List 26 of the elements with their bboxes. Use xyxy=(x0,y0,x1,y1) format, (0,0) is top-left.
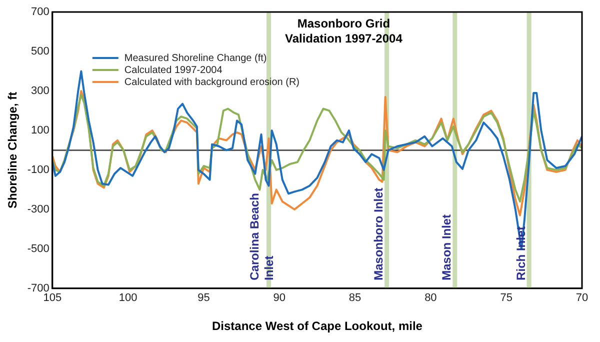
band-label: Carolina Beach Inlet xyxy=(248,193,276,280)
band-label: Mason Inlet xyxy=(440,214,454,280)
x-tick-label: 95 xyxy=(198,292,210,304)
y-tick-label: -300 xyxy=(27,203,50,216)
band-label: Rich Inlet xyxy=(514,226,528,280)
x-tick-label: 90 xyxy=(273,292,286,304)
x-axis-title: Distance West of Cape Lookout, mile xyxy=(212,319,423,334)
text: Masonboro Grid Validation 1997-2004 xyxy=(284,16,403,46)
x-tick-label: 85 xyxy=(348,292,362,304)
legend-label: Measured Shoreline Change (ft) xyxy=(124,52,267,64)
legend-label: Calculated 1997-2004 xyxy=(124,64,223,76)
x-tick-label: 100 xyxy=(118,292,138,304)
y-axis-title: Shoreline Change, ft xyxy=(6,92,20,209)
y-tick-label: 100 xyxy=(31,124,50,136)
x-tick-label: 70 xyxy=(576,292,588,304)
y-tick-label: 700 xyxy=(31,6,50,18)
y-tick-label: -700 xyxy=(27,282,50,294)
legend-label: Calculated with background erosion (R) xyxy=(124,76,300,88)
y-tick-label: 300 xyxy=(31,85,50,98)
x-tick-label: 75 xyxy=(500,292,512,304)
band-label: Masonboro Inlet xyxy=(372,188,386,280)
y-tick-label: -100 xyxy=(27,164,50,176)
y-tick-label: 500 xyxy=(31,46,50,58)
x-tick-label: 105 xyxy=(43,292,62,304)
x-tick-label: 80 xyxy=(424,292,437,304)
y-tick-label: -500 xyxy=(27,242,50,255)
